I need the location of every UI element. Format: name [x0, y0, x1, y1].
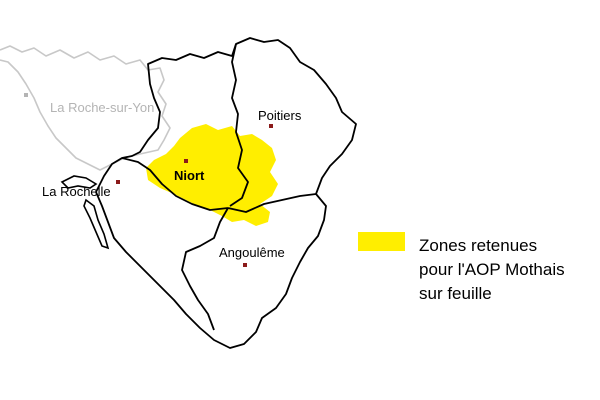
- region-outline: [95, 37, 357, 349]
- legend-line-2: pour l'AOP Mothais: [419, 260, 565, 279]
- city-label-poitiers: Poitiers: [258, 108, 302, 123]
- city-label-niort: Niort: [174, 168, 205, 183]
- la-roche-sur-yon-marker: [24, 93, 28, 97]
- city-label-la-rochelle: La Rochelle: [42, 184, 111, 199]
- angouleme-marker: [243, 263, 247, 267]
- city-label-la-roche-sur-yon: La Roche-sur-Yon: [50, 100, 154, 115]
- neighbor-department-outline: [0, 45, 171, 171]
- department-boundary-east: [227, 193, 317, 213]
- niort-marker: [184, 159, 188, 163]
- legend: Zones retenues pour l'AOP Mothais sur fe…: [358, 232, 598, 303]
- island-oleron: [83, 198, 110, 250]
- island-re: [60, 175, 98, 189]
- la-rochelle-marker: [116, 180, 120, 184]
- city-label-angouleme: Angoulême: [219, 245, 285, 260]
- legend-swatch: [358, 232, 405, 251]
- aop-zone-area: [146, 124, 278, 226]
- legend-line-1: Zones retenues: [419, 236, 538, 255]
- department-boundary-west: [121, 157, 229, 211]
- legend-line-3: sur feuille: [419, 284, 492, 303]
- department-boundary-north: [229, 43, 249, 207]
- department-boundary-south: [181, 207, 229, 331]
- poitiers-marker: [269, 124, 273, 128]
- legend-label: Zones retenues pour l'AOP Mothais sur fe…: [419, 234, 597, 306]
